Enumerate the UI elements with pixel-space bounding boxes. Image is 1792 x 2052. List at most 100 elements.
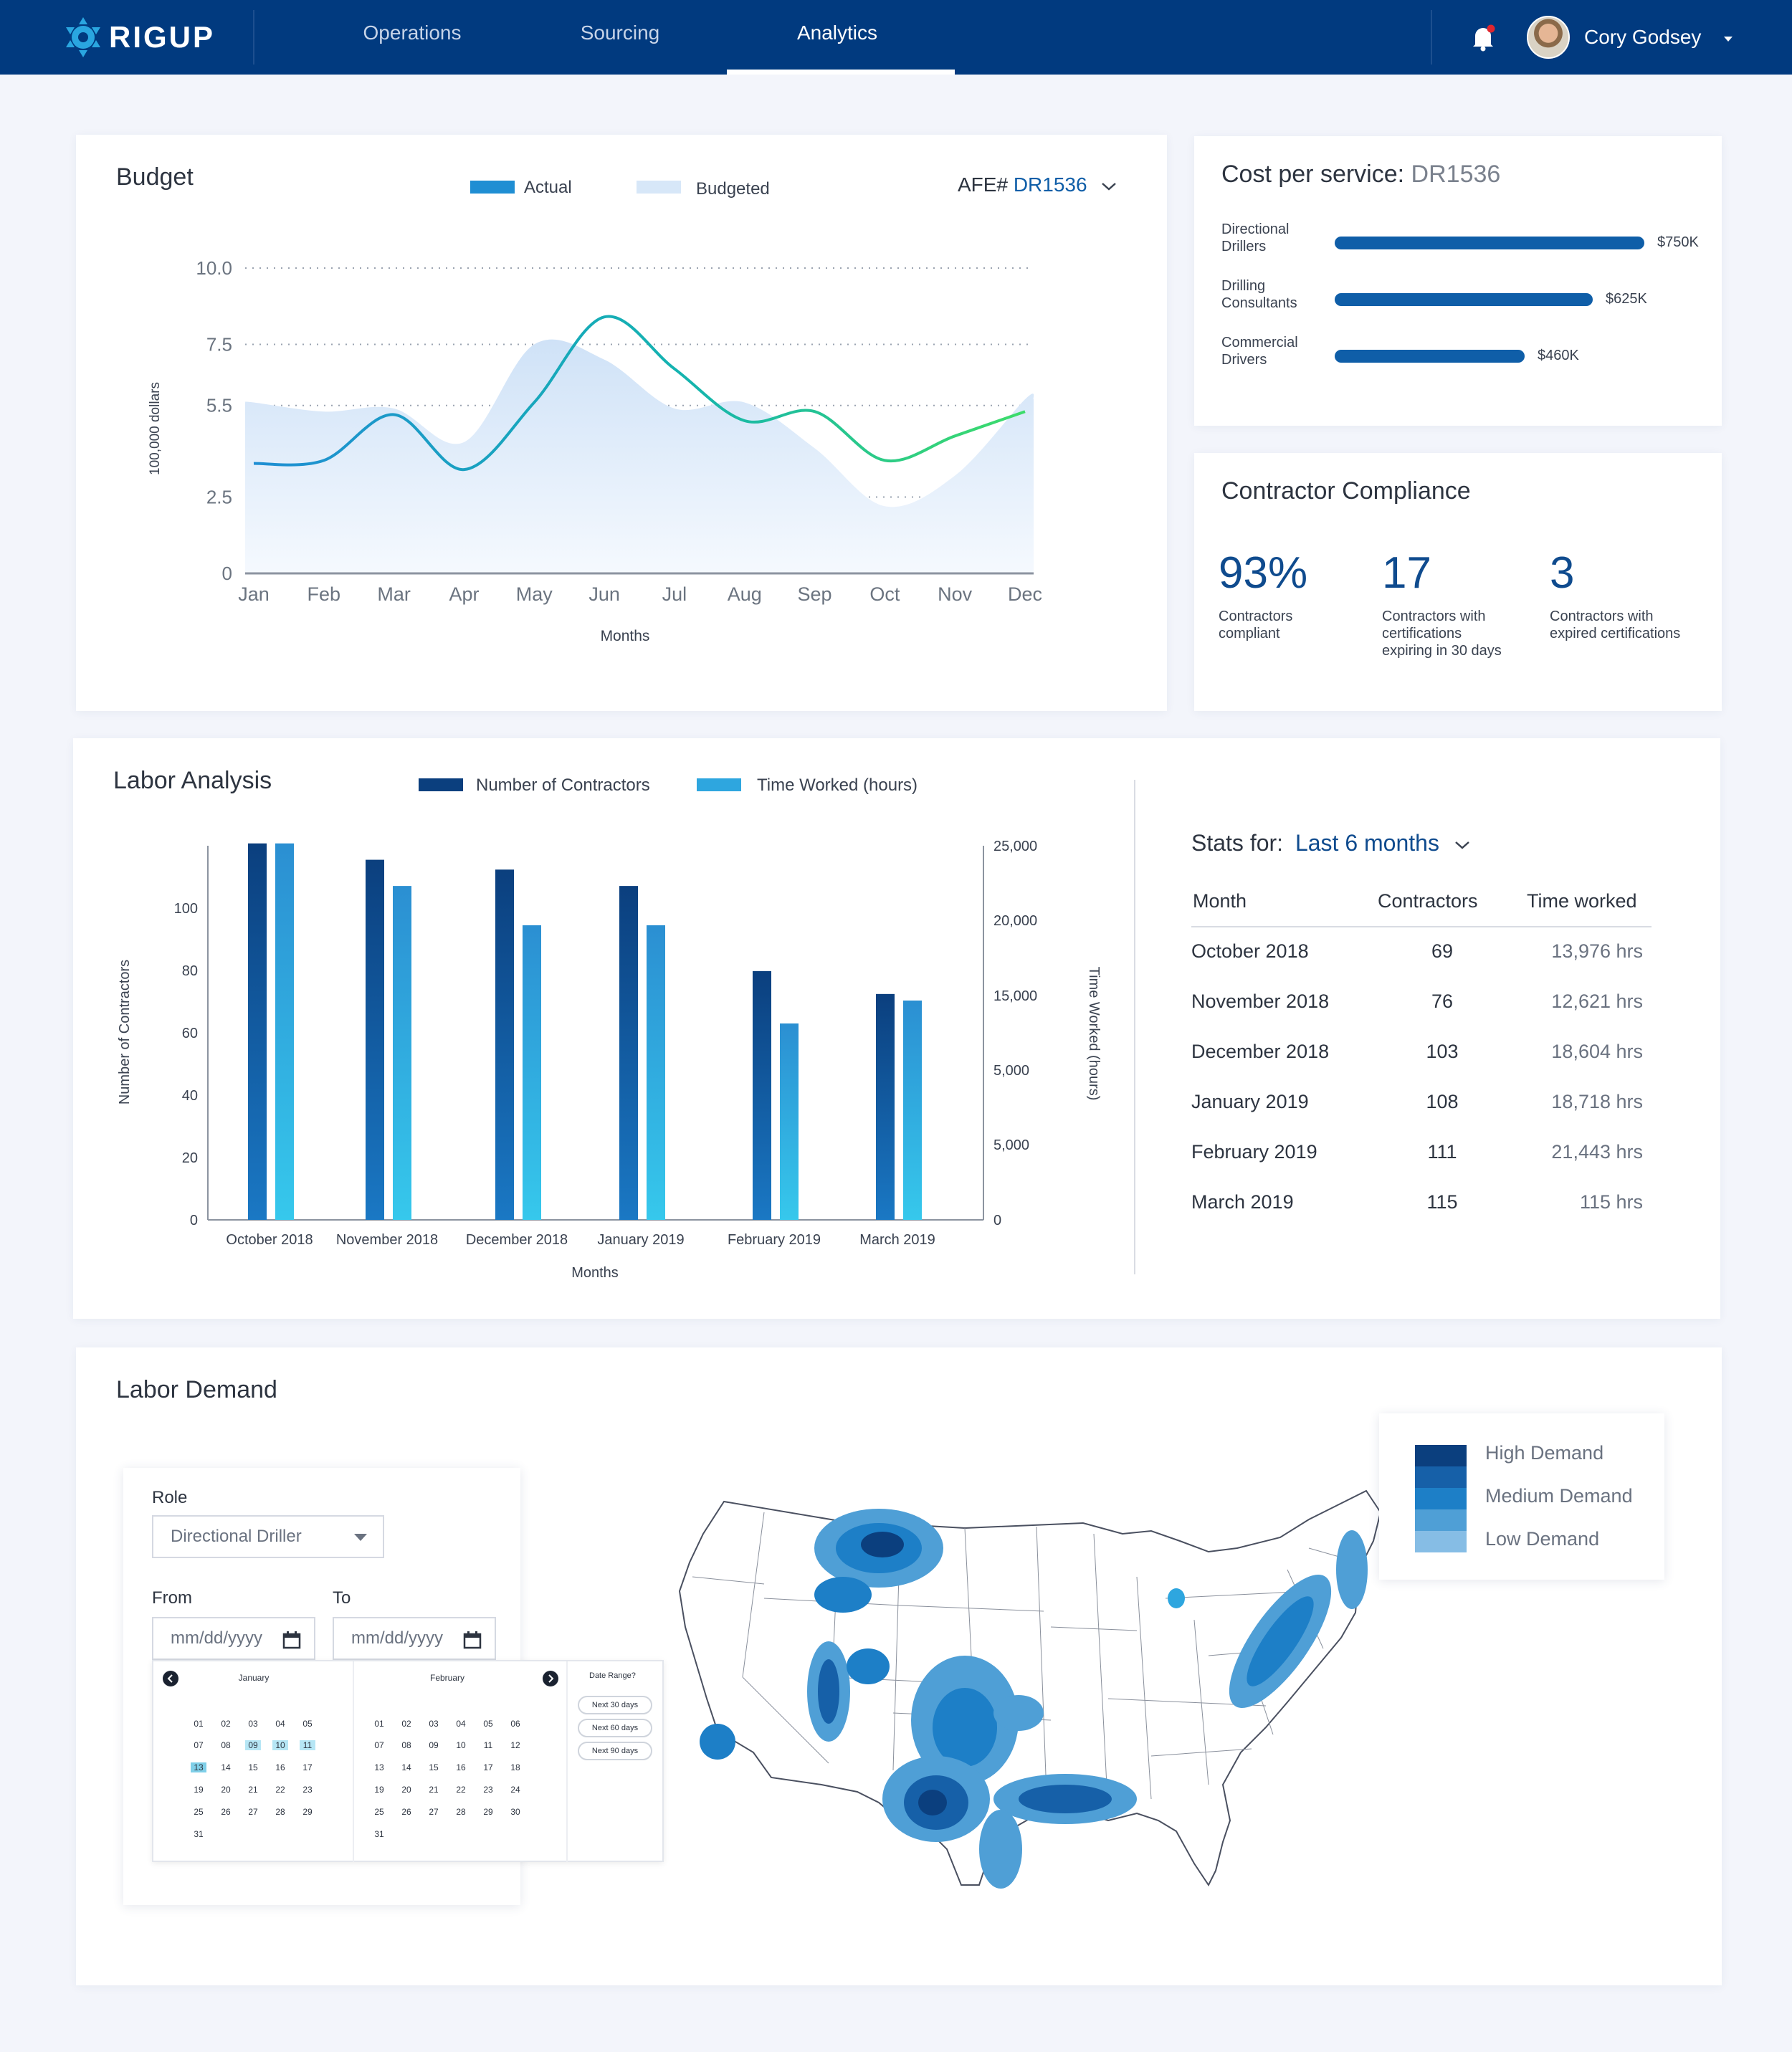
next-30-days-button[interactable]: Next 30 days: [578, 1696, 652, 1714]
bar-contractors: [876, 993, 895, 1220]
calendar-day[interactable]: 07: [194, 1740, 204, 1750]
table-cell-contractors: 69: [1431, 940, 1454, 962]
tab-sourcing[interactable]: Sourcing: [580, 22, 660, 44]
calendar-day[interactable]: 26: [221, 1807, 231, 1817]
calendar-day[interactable]: 16: [275, 1762, 285, 1772]
from-date-input[interactable]: mm/dd/yyyy: [152, 1617, 315, 1660]
x-tick-label: Dec: [1008, 583, 1042, 605]
next-60-days-button[interactable]: Next 60 days: [578, 1719, 652, 1737]
calendar-day[interactable]: 27: [248, 1807, 258, 1817]
chevron-right-icon[interactable]: [542, 1670, 559, 1687]
calendar-day[interactable]: 20: [221, 1785, 231, 1795]
bell-icon[interactable]: [1469, 23, 1497, 52]
calendar-day[interactable]: 19: [194, 1785, 204, 1795]
labor-analysis-title: Labor Analysis: [113, 767, 272, 794]
calendar-day[interactable]: 01: [194, 1719, 204, 1729]
calendar-day[interactable]: 21: [248, 1785, 258, 1795]
next-90-days-button[interactable]: Next 90 days: [578, 1742, 652, 1760]
calendar-day[interactable]: 02: [401, 1719, 411, 1729]
service-label-line: Commercial: [1221, 335, 1298, 350]
calendar-day[interactable]: 05: [483, 1719, 493, 1729]
chevron-left-icon[interactable]: [162, 1670, 179, 1687]
calendar-day[interactable]: 10: [456, 1740, 466, 1750]
calendar-day[interactable]: 06: [510, 1719, 520, 1729]
legend-low-demand: Low Demand: [1485, 1528, 1600, 1550]
calendar-day[interactable]: 28: [275, 1807, 285, 1817]
calendar-day[interactable]: 16: [456, 1762, 466, 1772]
x-tick-label: May: [516, 583, 553, 605]
stats-period-selector[interactable]: Stats for: Last 6 months: [1191, 830, 1472, 856]
calendar-day[interactable]: 11: [483, 1740, 493, 1750]
map-legend: High Demand Medium Demand Low Demand: [1379, 1413, 1664, 1580]
calendar-day[interactable]: 22: [456, 1785, 466, 1795]
calendar-day[interactable]: 02: [221, 1719, 231, 1729]
calendar-icon[interactable]: [282, 1631, 301, 1649]
x-tick-label: Jun: [588, 583, 620, 605]
calendar-day[interactable]: 31: [194, 1829, 204, 1839]
calendar-day[interactable]: 05: [302, 1719, 313, 1729]
cost-title-label: Cost per service:: [1221, 161, 1405, 188]
calendar-day[interactable]: 21: [429, 1785, 439, 1795]
user-name[interactable]: Cory Godsey: [1584, 26, 1702, 48]
table-cell-month: December 2018: [1191, 1041, 1330, 1062]
to-date-input[interactable]: mm/dd/yyyy: [333, 1617, 496, 1660]
calendar-day[interactable]: 10: [272, 1740, 288, 1750]
role-select[interactable]: Directional Driller: [152, 1515, 384, 1558]
calendar-day[interactable]: 03: [248, 1719, 258, 1729]
calendar-day[interactable]: 23: [483, 1785, 493, 1795]
x-tick-label: Jan: [238, 583, 270, 605]
x-axis-label: Months: [601, 628, 650, 644]
chevron-down-icon[interactable]: [1100, 181, 1118, 192]
calendar-day[interactable]: 19: [374, 1785, 384, 1795]
calendar-day[interactable]: 04: [275, 1719, 285, 1729]
calendar-icon[interactable]: [463, 1631, 482, 1649]
calendar-day[interactable]: 29: [302, 1807, 313, 1817]
calendar-day[interactable]: 12: [510, 1740, 520, 1750]
calendar-day[interactable]: 09: [245, 1740, 261, 1750]
compliance-stat-label-line: certifications: [1382, 626, 1462, 641]
calendar-day[interactable]: 31: [374, 1829, 384, 1839]
calendar-day[interactable]: 14: [401, 1762, 411, 1772]
calendar-day[interactable]: 04: [456, 1719, 466, 1729]
calendar-day[interactable]: 11: [300, 1740, 315, 1750]
calendar-day[interactable]: 03: [429, 1719, 439, 1729]
chevron-down-icon[interactable]: [1453, 839, 1472, 851]
calendar-day[interactable]: 22: [275, 1785, 285, 1795]
rigup-logo[interactable]: RIGUP: [63, 14, 215, 60]
calendar-day[interactable]: 27: [429, 1807, 439, 1817]
calendar-day[interactable]: 14: [221, 1762, 231, 1772]
calendar-day[interactable]: 29: [483, 1807, 493, 1817]
calendar-day[interactable]: 15: [248, 1762, 258, 1772]
calendar-day[interactable]: 17: [302, 1762, 313, 1772]
bar-time-worked: [523, 925, 541, 1220]
calendar-day[interactable]: 17: [483, 1762, 493, 1772]
calendar-day[interactable]: 23: [302, 1785, 313, 1795]
calendar-day[interactable]: 26: [401, 1807, 411, 1817]
x-tick-label: March 2019: [859, 1232, 935, 1248]
tab-operations[interactable]: Operations: [363, 22, 462, 44]
calendar-day[interactable]: 09: [429, 1740, 439, 1750]
calendar-day[interactable]: 20: [401, 1785, 411, 1795]
calendar-day[interactable]: 25: [194, 1807, 204, 1817]
table-cell-contractors: 103: [1426, 1041, 1459, 1062]
compliance-stat-label-line: expired certifications: [1550, 626, 1681, 641]
avatar[interactable]: [1527, 16, 1570, 59]
calendar-day[interactable]: 01: [374, 1719, 384, 1729]
tab-analytics[interactable]: Analytics: [796, 22, 878, 44]
calendar-day[interactable]: 18: [510, 1762, 520, 1772]
calendar-day[interactable]: 28: [456, 1807, 466, 1817]
calendar-day[interactable]: 15: [429, 1762, 439, 1772]
y-tick-label: 80: [182, 963, 198, 979]
x-tick-label: Oct: [869, 583, 900, 605]
calendar-day[interactable]: 13: [191, 1762, 206, 1772]
us-demand-map[interactable]: [664, 1484, 1438, 1914]
chevron-down-icon[interactable]: [1724, 37, 1733, 42]
afe-selector[interactable]: AFE# DR1536: [958, 173, 1118, 196]
calendar-day[interactable]: 25: [374, 1807, 384, 1817]
calendar-day[interactable]: 13: [374, 1762, 384, 1772]
calendar-day[interactable]: 08: [221, 1740, 231, 1750]
calendar-day[interactable]: 30: [510, 1807, 520, 1817]
calendar-day[interactable]: 07: [374, 1740, 384, 1750]
calendar-day[interactable]: 24: [510, 1785, 520, 1795]
calendar-day[interactable]: 08: [401, 1740, 411, 1750]
